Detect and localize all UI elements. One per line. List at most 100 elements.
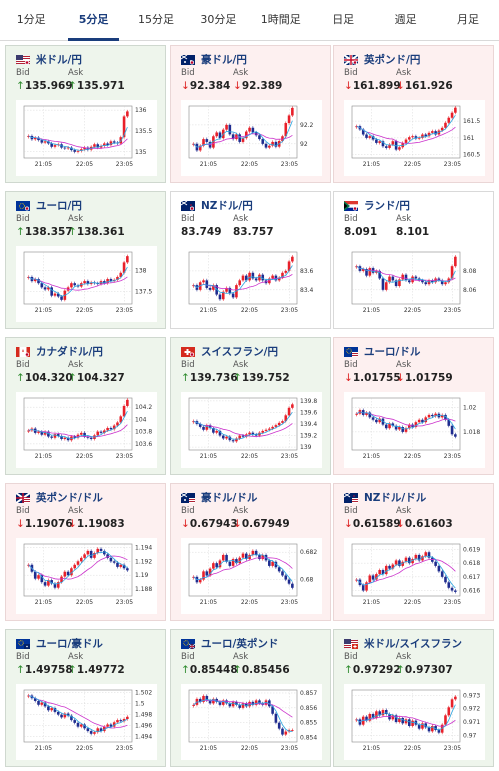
candlestick-chart[interactable]: 92.2 92 21:05 22:05 23:05 — [181, 100, 322, 176]
candlestick-chart[interactable]: 136 135.5 135 21:05 22:05 23:05 — [16, 100, 157, 176]
currency-pair-name[interactable]: 米ドル/円 — [36, 54, 82, 66]
candlestick-chart[interactable]: 1.02 1.018 21:05 22:05 23:05 — [344, 392, 485, 468]
currency-card[interactable]: 豪ドル/円 Bid Ask ↓92.384 ↓92.389 92.2 92 21:05 22:0… — [170, 45, 331, 183]
candle-body — [361, 129, 365, 135]
moving-average-short-line — [193, 554, 293, 582]
bid-value: 0.97292 — [352, 664, 401, 676]
tab-4[interactable]: 1時間足 — [260, 13, 301, 26]
candlestick-chart[interactable]: 1.194 1.192 1.19 1.188 21:05 22:05 23:05 — [16, 538, 157, 614]
candlestick-chart[interactable]: 83.6 83.4 21:05 22:05 23:05 — [181, 246, 322, 322]
currency-pair-name[interactable]: 英ポンド/ドル — [36, 492, 103, 504]
currency-pair-name[interactable]: 豪ドル/円 — [201, 54, 247, 66]
currency-pair-name[interactable]: 米ドル/スイスフラン — [364, 638, 463, 650]
chart-svg: 0.973 0.972 0.971 0.97 21:05 22:05 23:05 — [351, 689, 480, 752]
candle-body — [53, 583, 57, 588]
candlestick-chart[interactable]: 139.8 139.6 139.4 139.2 139 21:05 22:05 23:05 — [181, 392, 322, 468]
candlestick-chart[interactable]: 1.502 1.5 1.498 1.496 1.494 21:05 22:05 23:05 — [16, 684, 157, 760]
currency-card[interactable]: スイスフラン/円 Bid Ask ↑139.736 ↑139.752 139.8 139.6… — [170, 337, 331, 475]
candle-body — [281, 728, 284, 735]
bid-value: 104.320 — [24, 372, 73, 384]
candle-body — [434, 726, 437, 730]
currency-card[interactable]: ユーロ/英ポンド Bid Ask ↑0.85448 ↑0.85456 0.857 0.856… — [170, 629, 331, 767]
candle-body — [192, 704, 195, 706]
x-tick-label: 22:05 — [404, 161, 421, 168]
currency-card[interactable]: 豪ドル/ドル Bid Ask ↓0.67943 ↓0.67949 0.682 0.68 21:… — [170, 483, 331, 621]
currency-card[interactable]: 英ポンド/円 Bid Ask ↓161.899 ↓161.926 161.5 161 160.… — [333, 45, 494, 183]
candle-body — [73, 283, 77, 286]
eu-us-flag-icon — [344, 347, 358, 357]
candle-body — [33, 571, 37, 579]
candlestick-chart[interactable]: 161.5 161 160.5 21:05 22:05 23:05 — [344, 100, 485, 176]
ask-value: 161.926 — [404, 80, 453, 92]
candlestick-chart[interactable]: 0.857 0.856 0.855 0.854 21:05 22:05 23:05 — [181, 684, 322, 760]
candle-body — [103, 281, 106, 284]
ask-value: 0.61603 — [404, 518, 453, 530]
currency-pair-name[interactable]: NZドル/ドル — [364, 492, 427, 504]
candle-body — [215, 285, 218, 295]
candle-body — [251, 272, 255, 279]
candle-body — [33, 279, 37, 282]
currency-pair-name[interactable]: 英ポンド/円 — [364, 54, 421, 66]
currency-pair-name[interactable]: カナダドル/円 — [36, 346, 103, 358]
x-tick-label: 22:05 — [241, 161, 258, 168]
ask-value: 1.01759 — [404, 372, 453, 384]
currency-card[interactable]: 英ポンド/ドル Bid Ask ↓1.19076 ↓1.19083 1.194 1.192 1… — [5, 483, 166, 621]
candlestick-chart[interactable]: 8.08 8.06 21:05 22:05 23:05 — [344, 246, 485, 322]
currency-card[interactable]: 米ドル/スイスフラン Bid Ask ↑0.97292 ↑0.97307 0.973 0.9… — [333, 629, 494, 767]
tab-6[interactable]: 週足 — [394, 13, 417, 26]
currency-card[interactable]: ランド/円 Bid Ask 8.091 8.101 8.08 8.06 21:05 22:05 2… — [333, 191, 494, 329]
currency-pair-name[interactable]: ユーロ/円 — [36, 200, 82, 212]
candlestick-chart[interactable]: 104.2 104 103.8 103.6 21:05 22:05 23:05 — [16, 392, 157, 468]
currency-card[interactable]: 米ドル/円 Bid Ask ↑135.969 ↑135.971 136 135.5 135 21… — [5, 45, 166, 183]
candlestick-chart[interactable]: 138 137.5 21:05 22:05 23:05 — [16, 246, 157, 322]
candle-body — [99, 548, 103, 551]
candle-body — [225, 554, 228, 562]
currency-pair-name[interactable]: スイスフラン/円 — [201, 346, 279, 358]
ask-price: ↑0.85456 — [233, 664, 290, 676]
down-arrow-icon: ↓ — [396, 372, 405, 384]
candlestick-chart[interactable]: 0.682 0.68 21:05 22:05 23:05 — [181, 538, 322, 614]
currency-card[interactable]: カナダドル/円 Bid Ask ↑104.320 ↑104.327 104.2 104 103… — [5, 337, 166, 475]
tab-1[interactable]: 5分足 — [62, 0, 124, 41]
x-tick-label: 22:05 — [76, 453, 93, 460]
moving-average-short-line — [356, 265, 456, 283]
currency-pair-name[interactable]: ユーロ/ドル — [364, 346, 421, 358]
bid-price: 83.749 — [181, 226, 222, 238]
candle-body — [368, 268, 372, 276]
tab-3[interactable]: 30分足 — [200, 13, 237, 26]
y-tick-label: 103.8 — [135, 429, 152, 436]
moving-average-long-line — [193, 557, 293, 580]
currency-card[interactable]: ユーロ/豪ドル Bid Ask ↑1.49758 ↑1.49772 1.502 1.5 1.4… — [5, 629, 166, 767]
currency-pair-name[interactable]: ランド/円 — [364, 200, 410, 212]
tab-2[interactable]: 15分足 — [137, 13, 174, 26]
currency-card[interactable]: ユーロ/円 Bid Ask ↑138.357 ↑138.361 138 137.5 21:05… — [5, 191, 166, 329]
candle-body — [375, 574, 378, 580]
chart-svg: 92.2 92 21:05 22:05 23:05 — [188, 105, 314, 168]
currency-card[interactable]: NZドル/ドル Bid Ask ↓0.61589 ↓0.61603 0.619 0.618 0… — [333, 483, 494, 621]
currency-pair-name[interactable]: ユーロ/英ポンド — [201, 638, 279, 650]
candle-body — [122, 405, 126, 417]
candle-body — [228, 436, 232, 441]
timeframe-tab-bar: 1分足 5分足 15分足 30分足 1時間足 日足 週足 月足 — [0, 0, 499, 41]
candle-body — [391, 276, 395, 281]
moving-average-short-line — [28, 695, 128, 732]
currency-card[interactable]: NZドル/円 Bid Ask 83.749 83.757 83.6 83.4 21:05 22:… — [170, 191, 331, 329]
candle-body — [47, 431, 50, 437]
candlestick-chart[interactable]: 0.973 0.972 0.971 0.97 21:05 22:05 23:05 — [344, 684, 485, 760]
candle-body — [89, 731, 93, 734]
tab-5[interactable]: 日足 — [332, 13, 355, 26]
currency-card[interactable]: ユーロ/ドル Bid Ask ↓1.01755 ↓1.01759 1.02 1.018 21:… — [333, 337, 494, 475]
currency-pair-name[interactable]: ユーロ/豪ドル — [36, 638, 103, 650]
moving-average-short-line — [356, 704, 456, 731]
candle-body — [106, 554, 109, 558]
candlestick-chart[interactable]: 0.619 0.618 0.617 0.616 21:05 22:05 23:05 — [344, 538, 485, 614]
bid-value: 1.19076 — [24, 518, 73, 530]
currency-pair-name[interactable]: NZドル/円 — [201, 200, 253, 212]
currency-pair-name[interactable]: 豪ドル/ドル — [201, 492, 258, 504]
moving-average-long-line — [356, 715, 456, 727]
candle-body — [381, 141, 385, 147]
moving-average-short-line — [28, 266, 128, 297]
up-arrow-icon: ↑ — [68, 226, 77, 238]
tab-7[interactable]: 月足 — [456, 13, 479, 26]
tab-0[interactable]: 1分足 — [16, 13, 46, 26]
